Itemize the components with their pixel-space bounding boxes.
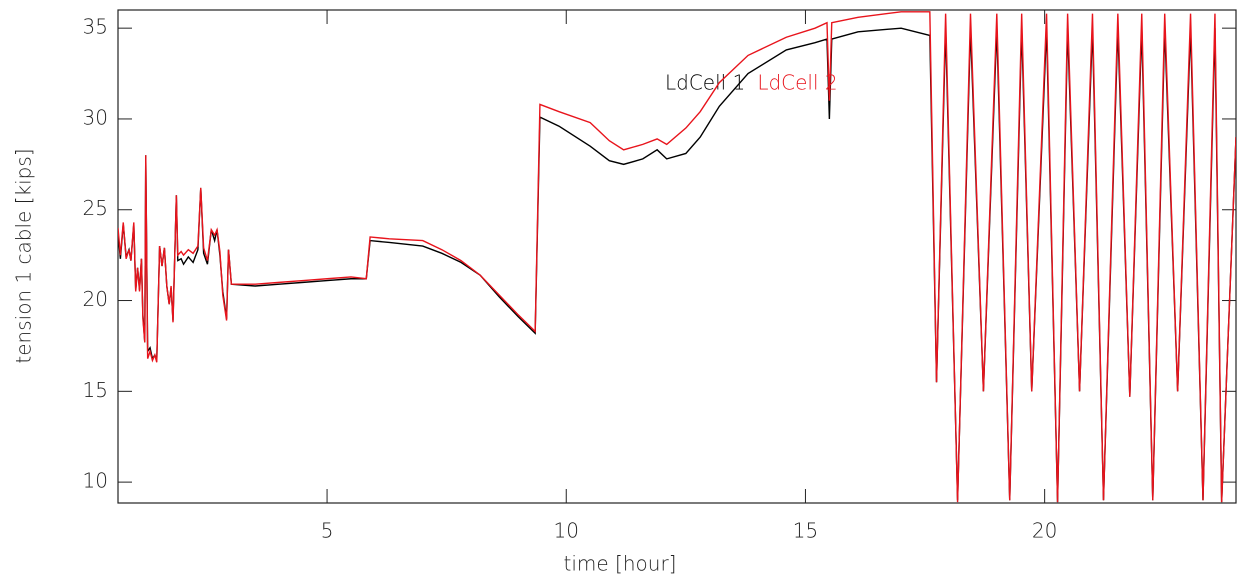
x-tick-label: 20 [1032,519,1057,543]
legend-label: LdCell 1 [665,71,745,95]
x-tick-label: 5 [321,519,334,543]
y-tick-label: 10 [83,469,108,493]
x-tick-label: 15 [793,519,818,543]
plot-frame [117,9,1237,504]
x-axis-label: time [hour] [564,552,677,576]
y-tick-label: 35 [83,15,108,39]
legend-label: LdCell 2 [757,71,837,95]
data-line [118,11,1236,503]
y-tick-label: 30 [83,105,108,129]
x-tick-label: 10 [554,519,579,543]
y-axis-label: tension 1 cable [kips] [12,148,36,363]
y-tick-label: 25 [83,196,108,220]
y-tick-label: 20 [83,287,108,311]
data-line [118,27,1236,503]
y-tick-label: 15 [83,378,108,402]
